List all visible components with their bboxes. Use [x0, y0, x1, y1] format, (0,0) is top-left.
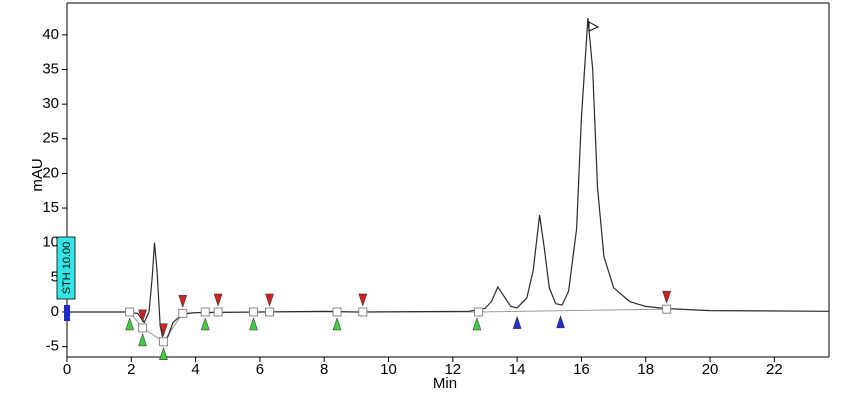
peak-start-marker: [125, 317, 135, 331]
x-tick-label: 14: [509, 361, 526, 378]
baseline-point: [248, 307, 258, 317]
peak-end-marker: [662, 290, 671, 304]
peak-end-marker: [358, 293, 368, 307]
y-tick-label: 25: [42, 130, 59, 147]
x-tick-label: 4: [191, 361, 199, 378]
peak-start-marker: [249, 317, 258, 331]
baseline-point: [265, 307, 275, 317]
baseline-point: [178, 308, 188, 318]
peak-flag: [588, 21, 600, 32]
peak-end-marker: [213, 293, 223, 307]
baseline-point: [474, 307, 484, 317]
y-tick-label: 5: [51, 268, 59, 285]
peak-start-marker: [138, 333, 147, 347]
x-tick-label: 2: [127, 361, 135, 378]
peak-end-marker: [178, 295, 188, 309]
peak-start-marker: [556, 315, 565, 329]
peak-start-marker: [512, 315, 522, 329]
signal-line: [67, 18, 830, 342]
baseline: [129, 308, 667, 343]
peak-end-marker: [138, 309, 147, 323]
baseline-point: [213, 307, 223, 317]
x-tick-label: 22: [766, 361, 783, 378]
y-tick-label: 0: [51, 303, 59, 320]
threshold-box: [56, 236, 76, 300]
y-tick-label: 35: [42, 60, 59, 77]
peak-start-marker: [332, 317, 342, 331]
baseline-point: [358, 307, 368, 317]
baseline-point: [158, 337, 168, 347]
peak-end-marker: [159, 323, 168, 337]
x-tick-label: 16: [573, 361, 590, 378]
y-tick-label: 10: [42, 234, 59, 251]
y-tick-label: 15: [42, 199, 59, 216]
y-tick-label: 40: [42, 26, 59, 43]
y-tick-label: 20: [42, 164, 59, 181]
baseline-point: [125, 307, 135, 317]
y-axis-label: mAU: [29, 158, 46, 191]
x-tick-label: 0: [63, 361, 71, 378]
x-tick-label: 18: [637, 361, 654, 378]
peak-start-marker: [472, 317, 482, 331]
zero-marker: [64, 305, 70, 321]
threshold-label: STH 10.00: [56, 236, 76, 300]
x-tick-label: 12: [444, 361, 461, 378]
peak-end-marker: [265, 293, 274, 307]
x-tick-label: 10: [380, 361, 397, 378]
x-tick-label: 8: [320, 361, 328, 378]
baseline-point: [332, 307, 342, 317]
x-tick-label: 6: [256, 361, 264, 378]
baseline-point: [662, 304, 672, 314]
x-tick-label: 20: [702, 361, 719, 378]
peak-start-marker: [200, 317, 210, 331]
y-tick-label: 30: [42, 95, 59, 112]
y-tick-label: -5: [46, 338, 59, 355]
threshold-text: STH 10.00: [61, 242, 73, 295]
baseline-point: [138, 323, 148, 333]
peak-start-marker: [159, 346, 168, 361]
baseline-point: [200, 307, 210, 317]
x-axis-label: Min: [433, 375, 457, 392]
